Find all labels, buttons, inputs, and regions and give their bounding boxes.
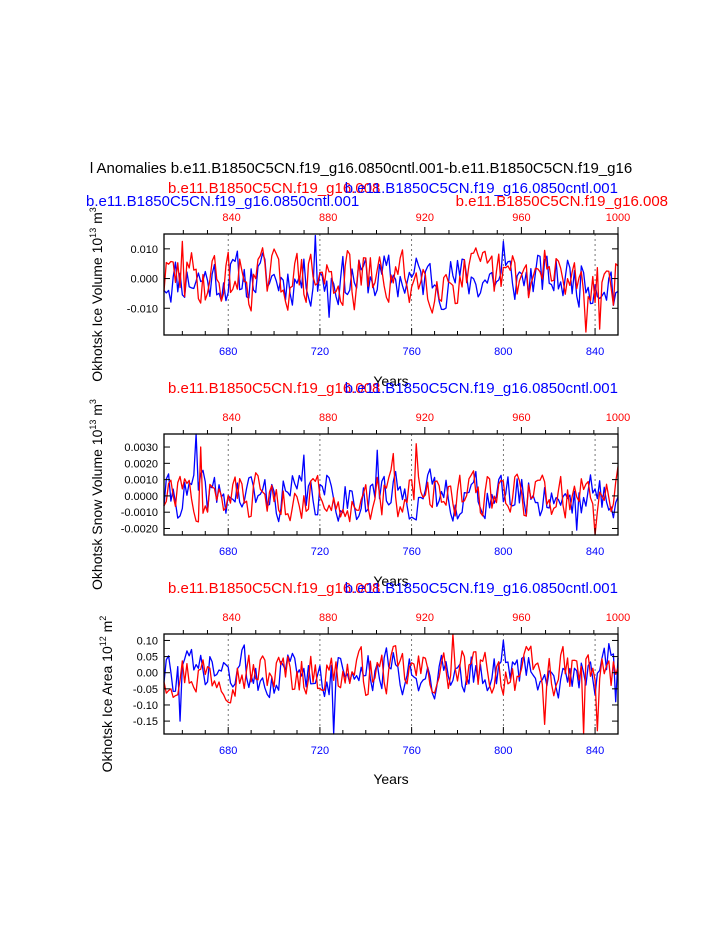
x-tick-label-top: 840 <box>222 412 240 424</box>
y-tick-label: 0.0000 <box>124 491 158 503</box>
plot-frame <box>163 433 619 536</box>
x-tick-label-top: 880 <box>319 412 337 424</box>
x-axis-label: Years <box>373 373 408 389</box>
y-tick-label: -0.15 <box>133 716 158 728</box>
x-tick-label-top: 960 <box>512 412 530 424</box>
run-title-left: b.e11.B1850C5CN.f19_g16.008 <box>168 380 380 397</box>
x-tick-label-top: 920 <box>416 612 434 624</box>
panel-3: 680 720 760 800 840 840 880 920 960 1000 0.10 0.05 0… <box>98 580 630 787</box>
x-tick-label-bottom: 680 <box>219 346 237 358</box>
y-axis-label: Okhotsk Ice Volume 1013 m3 <box>88 207 105 382</box>
x-tick-label-bottom: 680 <box>219 546 237 558</box>
y-tick-label: -0.10 <box>133 700 158 712</box>
y-tick-label: 0.0020 <box>124 458 158 470</box>
y-tick-label: 0.000 <box>130 274 158 286</box>
series-line-red <box>163 240 619 333</box>
plot-frame <box>163 633 619 735</box>
y-tick-label: -0.05 <box>133 684 158 696</box>
x-axis-label: Years <box>373 573 408 589</box>
x-tick-label-bottom: 800 <box>494 745 512 757</box>
series-line-blue <box>163 639 619 735</box>
y-tick-label: 0.10 <box>137 635 158 647</box>
y-axis-label: Okhotsk Snow Volume 1013 m3 <box>88 399 105 590</box>
y-tick-label: -0.010 <box>127 303 158 315</box>
run-title-left: b.e11.B1850C5CN.f19_g16.008 <box>168 580 380 597</box>
figure-title: l Anomalies b.e11.B1850C5CN.f19_g16.0850… <box>90 160 632 177</box>
run-title-right: b.e11.B1850C5CN.f19_g16.0850cntl.001 <box>345 580 618 597</box>
panel-1: 680 720 760 800 840 840 880 920 960 1000 0.010 0.00… <box>86 180 668 389</box>
y-tick-label: 0.010 <box>130 244 158 256</box>
run-title-right: b.e11.B1850C5CN.f19_g16.0850cntl.001 <box>345 380 618 397</box>
y-tick-label: -0.0020 <box>121 523 158 535</box>
x-tick-label-top: 1000 <box>606 412 630 424</box>
y-tick-label: 0.05 <box>137 652 158 664</box>
x-tick-label-top: 1000 <box>606 212 630 224</box>
run-title-right: b.e11.B1850C5CN.f19_g16.0850cntl.001 <box>345 180 618 197</box>
run-title-overlap-right: b.e11.B1850C5CN.f19_g16.008 <box>456 193 668 210</box>
x-tick-label-bottom: 720 <box>311 346 329 358</box>
x-tick-label-top: 920 <box>416 212 434 224</box>
series-line-blue <box>163 234 619 318</box>
x-tick-label-top: 840 <box>222 612 240 624</box>
x-tick-label-top: 1000 <box>606 612 630 624</box>
x-tick-label-bottom: 800 <box>494 346 512 358</box>
x-tick-label-top: 880 <box>319 212 337 224</box>
plot-frame <box>163 233 619 336</box>
panels-group: 680 720 760 800 840 840 880 920 960 1000 0.010 0.00… <box>86 180 668 787</box>
y-tick-label: 0.0030 <box>124 442 158 454</box>
x-tick-label-bottom: 760 <box>402 745 420 757</box>
x-tick-label-bottom: 800 <box>494 546 512 558</box>
x-tick-label-top: 920 <box>416 412 434 424</box>
x-tick-label-bottom: 840 <box>586 546 604 558</box>
y-tick-label: 0.00 <box>137 668 158 680</box>
y-tick-label: 0.0010 <box>124 475 158 487</box>
x-tick-label-bottom: 760 <box>402 346 420 358</box>
x-tick-label-top: 960 <box>512 212 530 224</box>
x-tick-label-top: 880 <box>319 612 337 624</box>
x-tick-label-bottom: 720 <box>311 546 329 558</box>
series-line-red <box>163 443 619 536</box>
x-tick-label-bottom: 680 <box>219 745 237 757</box>
series-line-blue <box>163 433 619 531</box>
run-title-left: b.e11.B1850C5CN.f19_g16.008 <box>168 180 380 197</box>
series-line-red <box>163 633 619 735</box>
x-tick-label-top: 960 <box>512 612 530 624</box>
y-tick-label: -0.0010 <box>121 507 158 519</box>
panel-2: 680 720 760 800 840 840 880 920 960 1000 0.0030 0.0… <box>88 380 630 590</box>
run-title-overlap-left: b.e11.B1850C5CN.f19_g16.0850cntl.001 <box>86 193 359 210</box>
x-tick-label-bottom: 840 <box>586 745 604 757</box>
x-tick-label-top: 840 <box>222 212 240 224</box>
x-tick-label-bottom: 840 <box>586 346 604 358</box>
x-tick-label-bottom: 760 <box>402 546 420 558</box>
x-axis-label: Years <box>373 771 408 787</box>
y-axis-label: Okhotsk Ice Area 1012 m2 <box>98 616 115 773</box>
x-tick-label-bottom: 720 <box>311 745 329 757</box>
